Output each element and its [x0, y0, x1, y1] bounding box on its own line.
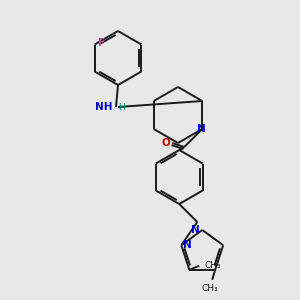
Text: CH₃: CH₃ [204, 261, 221, 270]
Text: H: H [118, 103, 125, 112]
Text: O: O [161, 138, 170, 148]
Text: F: F [98, 38, 105, 49]
Text: N: N [191, 225, 200, 235]
Text: N: N [183, 240, 192, 250]
Text: CH₃: CH₃ [202, 284, 218, 293]
Text: N: N [197, 124, 206, 134]
Text: NH: NH [94, 102, 112, 112]
